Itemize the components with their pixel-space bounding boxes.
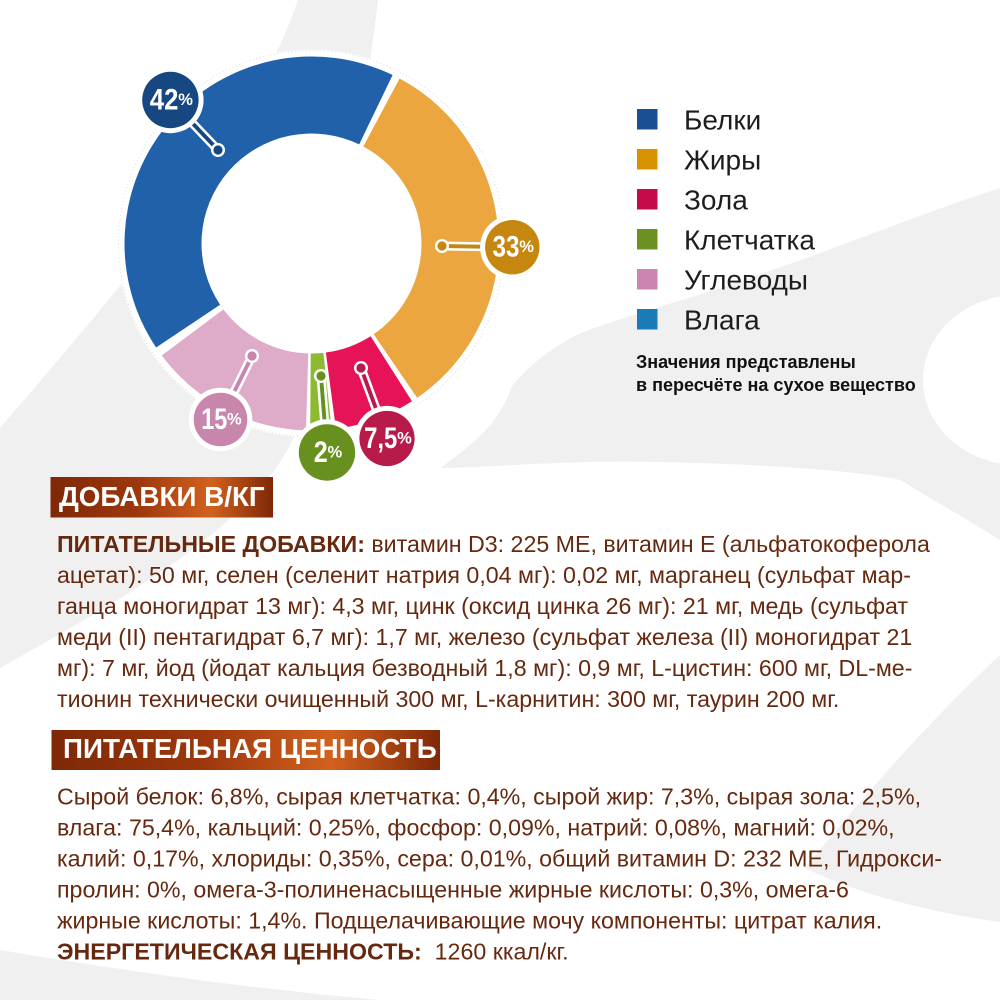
svg-text:пролин: 0%, омега-3-полиненасы: пролин: 0%, омега-3-полиненасыщенные жир… (57, 877, 849, 903)
svg-text:тионин технически очищенный 30: тионин технически очищенный 300 мг, L-ка… (57, 686, 839, 712)
svg-text:%: % (397, 430, 412, 448)
svg-text:ацетат): 50 мг, селен (селенит: ацетат): 50 мг, селен (селенит натрия 0,… (57, 562, 911, 588)
svg-text:ДОБАВКИ В/КГ: ДОБАВКИ В/КГ (59, 481, 265, 512)
svg-text:42: 42 (150, 83, 179, 116)
svg-text:Углеводы: Углеводы (684, 264, 808, 295)
svg-text:Влага: Влага (684, 304, 760, 335)
svg-text:меди (II) пентагидрат 6,7 мг):: меди (II) пентагидрат 6,7 мг): 1,7 мг, ж… (57, 624, 912, 650)
svg-text:Жиры: Жиры (684, 144, 761, 175)
svg-text:влага: 75,4%, кальций: 0,25%,: влага: 75,4%, кальций: 0,25%, фосфор: 0,… (57, 815, 895, 841)
svg-text:Сырой белок: 6,8%, сырая клетч: Сырой белок: 6,8%, сырая клетчатка: 0,4%… (57, 784, 921, 810)
svg-text:ЭНЕРГЕТИЧЕСКАЯ ЦЕННОСТЬ: 1260: ЭНЕРГЕТИЧЕСКАЯ ЦЕННОСТЬ: 1260 ккал/кг. (57, 939, 569, 965)
svg-text:Значения представлены: Значения представлены (636, 352, 856, 372)
svg-text:в пересчёте на сухое вещество: в пересчёте на сухое вещество (636, 375, 916, 395)
svg-text:калий: 0,17%, хлориды: 0,35%,: калий: 0,17%, хлориды: 0,35%, сера: 0,01… (57, 846, 942, 872)
svg-text:Зола: Зола (684, 184, 748, 215)
svg-text:ПИТАТЕЛЬНЫЕ ДОБАВКИ: витамин D: ПИТАТЕЛЬНЫЕ ДОБАВКИ: витамин D3: 225 МЕ,… (57, 531, 930, 557)
svg-text:2: 2 (314, 435, 328, 468)
svg-text:ПИТАТЕЛЬНАЯ ЦЕННОСТЬ: ПИТАТЕЛЬНАЯ ЦЕННОСТЬ (63, 733, 437, 764)
svg-text:15: 15 (201, 402, 227, 435)
svg-text:33: 33 (493, 230, 520, 263)
svg-text:мг): 7 мг, йод (йодат кальция: мг): 7 мг, йод (йодат кальция безводный … (57, 655, 912, 681)
svg-text:%: % (328, 444, 343, 462)
svg-text:%: % (519, 238, 534, 256)
svg-text:Клетчатка: Клетчатка (684, 224, 815, 255)
svg-text:жирные кислоты: 1,4%. Подщелач: жирные кислоты: 1,4%. Подщелачивающие мо… (57, 908, 882, 934)
svg-text:7,5: 7,5 (364, 422, 397, 455)
svg-text:%: % (227, 411, 242, 429)
svg-text:%: % (178, 91, 193, 109)
svg-text:Белки: Белки (684, 104, 761, 135)
svg-text:ганца моногидрат 13 мг): 4,3 м: ганца моногидрат 13 мг): 4,3 мг, цинк (о… (57, 593, 908, 619)
